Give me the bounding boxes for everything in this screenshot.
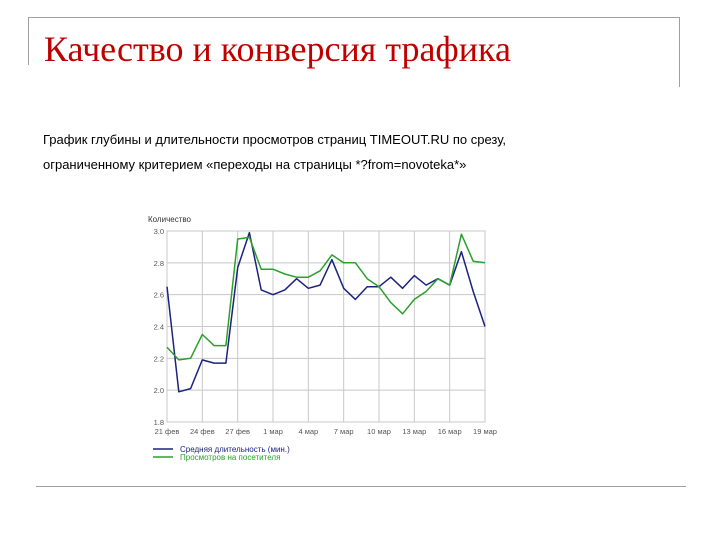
frame-line-top xyxy=(28,17,680,18)
x-tick-label: 16 мар xyxy=(438,427,462,436)
legend-label-1: Средняя длительность (мин.) xyxy=(180,445,290,454)
series-line-2 xyxy=(166,233,486,361)
x-tick-label: 4 мар xyxy=(298,427,318,436)
y-tick-label: 2.8 xyxy=(154,259,164,268)
slide-subtitle: График глубины и длительности просмотров… xyxy=(43,127,663,177)
frame-line-left xyxy=(28,17,29,65)
frame-line-right xyxy=(679,17,680,87)
legend-label-2: Просмотров на посетителя xyxy=(180,453,280,462)
frame-line-bottom xyxy=(36,486,686,487)
y-tick-label: 2.6 xyxy=(154,291,164,300)
x-tick-label: 10 мар xyxy=(367,427,391,436)
series-line-1 xyxy=(166,231,486,393)
x-tick-label: 24 фев xyxy=(190,427,215,436)
x-tick-label: 13 мар xyxy=(402,427,426,436)
y-tick-label: 2.0 xyxy=(154,386,164,395)
x-tick-label: 21 фев xyxy=(155,427,180,436)
y-tick-label: 2.2 xyxy=(154,354,164,363)
subtitle-line-2: ограниченному критерием «переходы на стр… xyxy=(43,157,467,172)
subtitle-line-1: График глубины и длительности просмотров… xyxy=(43,132,507,147)
y-tick-label: 3.0 xyxy=(154,227,164,236)
x-tick-label: 1 мар xyxy=(263,427,283,436)
x-tick-label: 7 мар xyxy=(334,427,354,436)
x-tick-label: 19 мар xyxy=(473,427,497,436)
line-chart: 21 фев 24 фев 27 фев 1 мар 4 мар 7 мар 10 мар 1… xyxy=(148,215,497,462)
slide-title: Качество и конверсия трафика xyxy=(44,29,511,69)
y-axis-label: Количество xyxy=(148,215,192,224)
y-tick-label: 1.8 xyxy=(154,418,164,427)
y-tick-label: 2.4 xyxy=(154,323,164,332)
x-tick-label: 27 фев xyxy=(225,427,250,436)
